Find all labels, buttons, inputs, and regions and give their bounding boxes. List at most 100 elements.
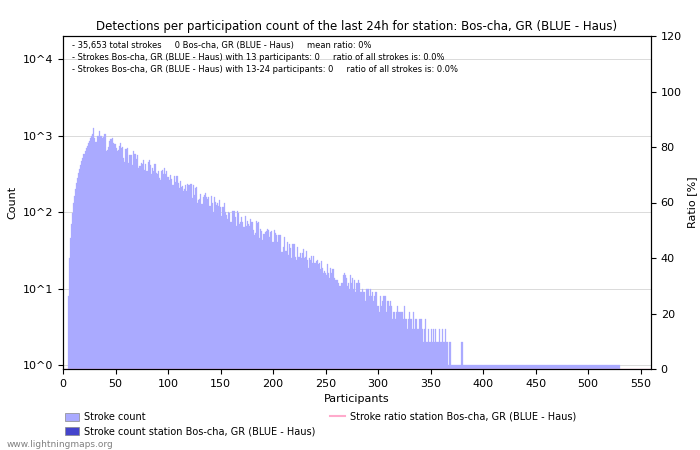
Bar bbox=[302, 253, 303, 450]
Bar bbox=[547, 365, 549, 450]
Text: - 35,653 total strokes     0 Bos-cha, GR (BLUE - Haus)     mean ratio: 0%
- Stro: - 35,653 total strokes 0 Bos-cha, GR (BL… bbox=[72, 41, 458, 74]
Bar bbox=[222, 207, 223, 450]
Bar bbox=[413, 312, 414, 450]
Bar bbox=[599, 365, 600, 450]
Bar bbox=[206, 197, 207, 450]
Bar bbox=[329, 278, 330, 450]
Bar bbox=[87, 146, 88, 450]
Bar bbox=[262, 240, 263, 450]
Bar bbox=[240, 222, 241, 450]
Bar bbox=[141, 163, 142, 450]
Bar bbox=[305, 257, 306, 450]
Bar bbox=[573, 365, 574, 450]
Bar bbox=[160, 180, 161, 450]
Bar bbox=[501, 365, 503, 450]
Bar bbox=[111, 139, 112, 450]
Bar bbox=[306, 251, 307, 450]
Bar bbox=[480, 365, 482, 450]
Bar bbox=[135, 154, 136, 450]
Bar bbox=[162, 170, 163, 450]
Bar bbox=[614, 365, 615, 450]
Bar bbox=[566, 365, 568, 450]
Bar bbox=[339, 286, 340, 450]
Bar bbox=[474, 365, 475, 450]
Bar bbox=[85, 148, 87, 450]
Bar bbox=[436, 342, 438, 450]
Bar bbox=[327, 264, 328, 450]
Bar bbox=[295, 260, 297, 450]
Bar bbox=[457, 365, 458, 450]
Bar bbox=[448, 365, 449, 450]
Bar bbox=[389, 306, 390, 450]
Bar bbox=[419, 320, 421, 450]
Bar bbox=[482, 365, 484, 450]
Bar bbox=[429, 342, 430, 450]
Bar bbox=[604, 365, 606, 450]
Bar bbox=[406, 320, 407, 450]
Bar bbox=[241, 217, 242, 450]
Bar bbox=[301, 258, 302, 450]
Bar bbox=[354, 280, 356, 450]
Bar bbox=[226, 215, 228, 450]
Bar bbox=[595, 365, 596, 450]
Bar bbox=[290, 248, 291, 450]
Bar bbox=[282, 252, 283, 450]
Bar bbox=[570, 365, 572, 450]
Bar bbox=[350, 275, 351, 450]
Bar bbox=[232, 211, 234, 450]
Bar bbox=[514, 365, 515, 450]
Bar bbox=[509, 365, 510, 450]
Bar bbox=[95, 142, 96, 450]
Bar bbox=[580, 365, 581, 450]
Bar bbox=[258, 222, 259, 450]
Bar bbox=[266, 231, 267, 450]
Bar bbox=[600, 365, 601, 450]
Bar bbox=[602, 365, 603, 450]
Bar bbox=[594, 365, 595, 450]
Bar bbox=[307, 260, 308, 450]
Bar bbox=[394, 312, 395, 450]
Bar bbox=[267, 229, 268, 450]
Bar bbox=[104, 135, 106, 450]
Bar bbox=[304, 258, 305, 450]
Bar bbox=[500, 365, 501, 450]
Bar bbox=[470, 365, 471, 450]
Bar bbox=[459, 365, 461, 450]
Bar bbox=[179, 188, 180, 450]
Bar bbox=[555, 365, 556, 450]
Bar bbox=[112, 139, 113, 450]
Bar bbox=[428, 329, 429, 450]
Bar bbox=[356, 283, 358, 450]
Bar bbox=[188, 185, 190, 450]
Bar bbox=[531, 365, 532, 450]
Bar bbox=[247, 221, 248, 450]
Bar bbox=[608, 365, 610, 450]
Y-axis label: Count: Count bbox=[7, 186, 18, 219]
Bar bbox=[114, 144, 115, 450]
Bar bbox=[125, 148, 127, 450]
Bar bbox=[347, 286, 348, 450]
Bar bbox=[167, 177, 169, 450]
Bar bbox=[268, 230, 270, 450]
Bar bbox=[91, 136, 92, 450]
Bar bbox=[367, 289, 368, 450]
Bar bbox=[337, 283, 339, 450]
Bar bbox=[72, 212, 73, 450]
Bar bbox=[410, 320, 411, 450]
Bar bbox=[450, 342, 451, 450]
Bar bbox=[473, 365, 474, 450]
Bar bbox=[581, 365, 582, 450]
Bar bbox=[69, 258, 70, 450]
Bar bbox=[204, 195, 205, 450]
Bar bbox=[228, 212, 230, 450]
Bar bbox=[415, 320, 416, 450]
Bar bbox=[349, 289, 350, 450]
Bar bbox=[244, 227, 245, 450]
Bar bbox=[449, 342, 450, 450]
Bar bbox=[94, 139, 95, 450]
Bar bbox=[102, 138, 104, 450]
Bar bbox=[193, 185, 194, 450]
Bar bbox=[421, 329, 423, 450]
Bar bbox=[402, 320, 404, 450]
Bar bbox=[197, 203, 198, 450]
